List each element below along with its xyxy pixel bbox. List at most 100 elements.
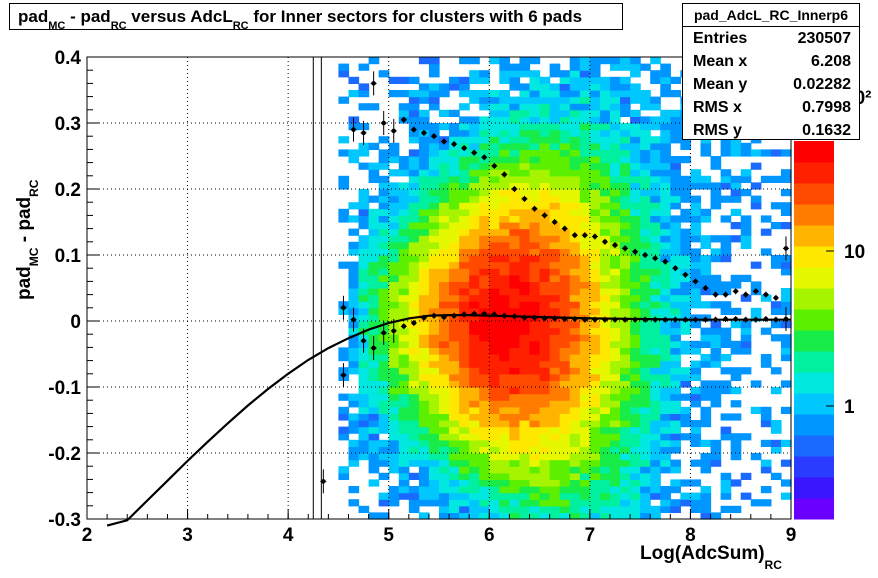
heatmap-cell	[620, 400, 631, 408]
heatmap-cell	[770, 387, 782, 395]
heatmap-cell	[499, 347, 510, 355]
heatmap-cell	[620, 109, 631, 117]
heatmap-cell	[439, 175, 450, 183]
heatmap-cell	[418, 486, 430, 494]
heatmap-cell	[760, 486, 772, 494]
heatmap-cell	[549, 268, 561, 276]
heatmap-cell	[408, 307, 420, 315]
heatmap-cell	[680, 261, 692, 269]
heatmap-cell	[569, 505, 581, 513]
heatmap-cell	[650, 96, 661, 104]
heatmap-cell	[509, 169, 521, 177]
heatmap-cell	[428, 301, 440, 309]
heatmap-cell	[469, 433, 480, 441]
heatmap-cell	[529, 90, 541, 98]
heatmap-cell	[650, 420, 661, 428]
heatmap-cell	[620, 340, 631, 348]
heatmap-cell	[710, 340, 722, 348]
heatmap-cell	[499, 288, 510, 296]
heatmap-cell	[539, 175, 551, 183]
profile-mean-point	[591, 316, 598, 323]
heatmap-cell	[388, 182, 400, 190]
heatmap-cell	[509, 255, 521, 263]
heatmap-cell	[720, 334, 732, 342]
heatmap-cell	[499, 413, 510, 421]
heatmap-cell	[378, 354, 390, 362]
heatmap-cell	[358, 439, 370, 447]
heatmap-cell	[479, 512, 490, 520]
heatmap-cell	[439, 241, 450, 249]
heatmap-cell	[660, 380, 671, 388]
heatmap-cell	[620, 446, 631, 454]
heatmap-cell	[428, 268, 440, 276]
heatmap-cell	[740, 228, 752, 236]
heatmap-cell	[549, 208, 561, 216]
heatmap-cell	[710, 334, 722, 342]
heatmap-cell	[428, 347, 440, 355]
heatmap-cell	[428, 63, 440, 71]
heatmap-cell	[398, 472, 410, 480]
heatmap-cell	[760, 439, 772, 447]
heatmap-cell	[428, 360, 440, 368]
heatmap-cell	[378, 360, 390, 368]
stats-box: pad_AdcL_RC_Innerp6 Entries 230507 Mean x…	[682, 3, 860, 140]
heatmap-cell	[599, 255, 611, 263]
heatmap-cell	[579, 400, 591, 408]
heatmap-cell	[529, 321, 541, 329]
heatmap-cell	[428, 57, 440, 65]
heatmap-cell	[670, 123, 681, 131]
heatmap-cell	[700, 241, 712, 249]
heatmap-cell	[730, 307, 742, 315]
heatmap-cell	[358, 314, 370, 322]
heatmap-cell	[770, 321, 782, 329]
heatmap-cell	[609, 228, 621, 236]
heatmap-cell	[449, 512, 460, 520]
heatmap-cell	[418, 241, 430, 249]
heatmap-cell	[348, 340, 360, 348]
heatmap-cell	[549, 83, 561, 91]
heatmap-cell	[499, 406, 510, 414]
heatmap-cell	[479, 446, 490, 454]
heatmap-cell	[428, 136, 440, 144]
heatmap-cell	[479, 142, 490, 150]
heatmap-cell	[479, 453, 490, 461]
heatmap-cell	[358, 195, 370, 203]
heatmap-cell	[418, 268, 430, 276]
heatmap-cell	[690, 301, 702, 309]
heatmap-cell	[539, 406, 551, 414]
heatmap-cell	[459, 439, 470, 447]
heatmap-cell	[609, 367, 621, 375]
heatmap-cell	[609, 162, 621, 170]
heatmap-cell	[449, 136, 460, 144]
heatmap-cell	[730, 321, 742, 329]
heatmap-cell	[730, 208, 742, 216]
heatmap-cell	[449, 288, 460, 296]
heatmap-cell	[589, 255, 601, 263]
heatmap-cell	[559, 479, 571, 487]
heatmap-cell	[348, 76, 360, 84]
heatmap-cell	[660, 208, 671, 216]
heatmap-cell	[650, 162, 661, 170]
heatmap-cell	[509, 334, 521, 342]
heatmap-cell	[670, 215, 681, 223]
heatmap-cell	[469, 162, 480, 170]
fit-curve-line	[106, 314, 791, 527]
profile-mean-point	[430, 312, 437, 319]
heatmap-cell	[428, 334, 440, 342]
heatmap-cell	[519, 334, 531, 342]
heatmap-cell	[439, 215, 450, 223]
heatmap-cell	[589, 222, 601, 230]
heatmap-cell	[549, 472, 561, 480]
heatmap-cell	[348, 499, 360, 507]
heatmap-cell	[579, 393, 591, 401]
heatmap-cell	[408, 340, 420, 348]
heatmap-cell	[609, 255, 621, 263]
heatmap-cell	[780, 380, 792, 388]
heatmap-cell	[579, 248, 591, 256]
heatmap-cell	[398, 492, 410, 500]
heatmap-cell	[479, 248, 490, 256]
heatmap-cell	[660, 169, 671, 177]
heatmap-cell	[589, 453, 601, 461]
heatmap-cell	[670, 228, 681, 236]
heatmap-cell	[710, 274, 722, 282]
